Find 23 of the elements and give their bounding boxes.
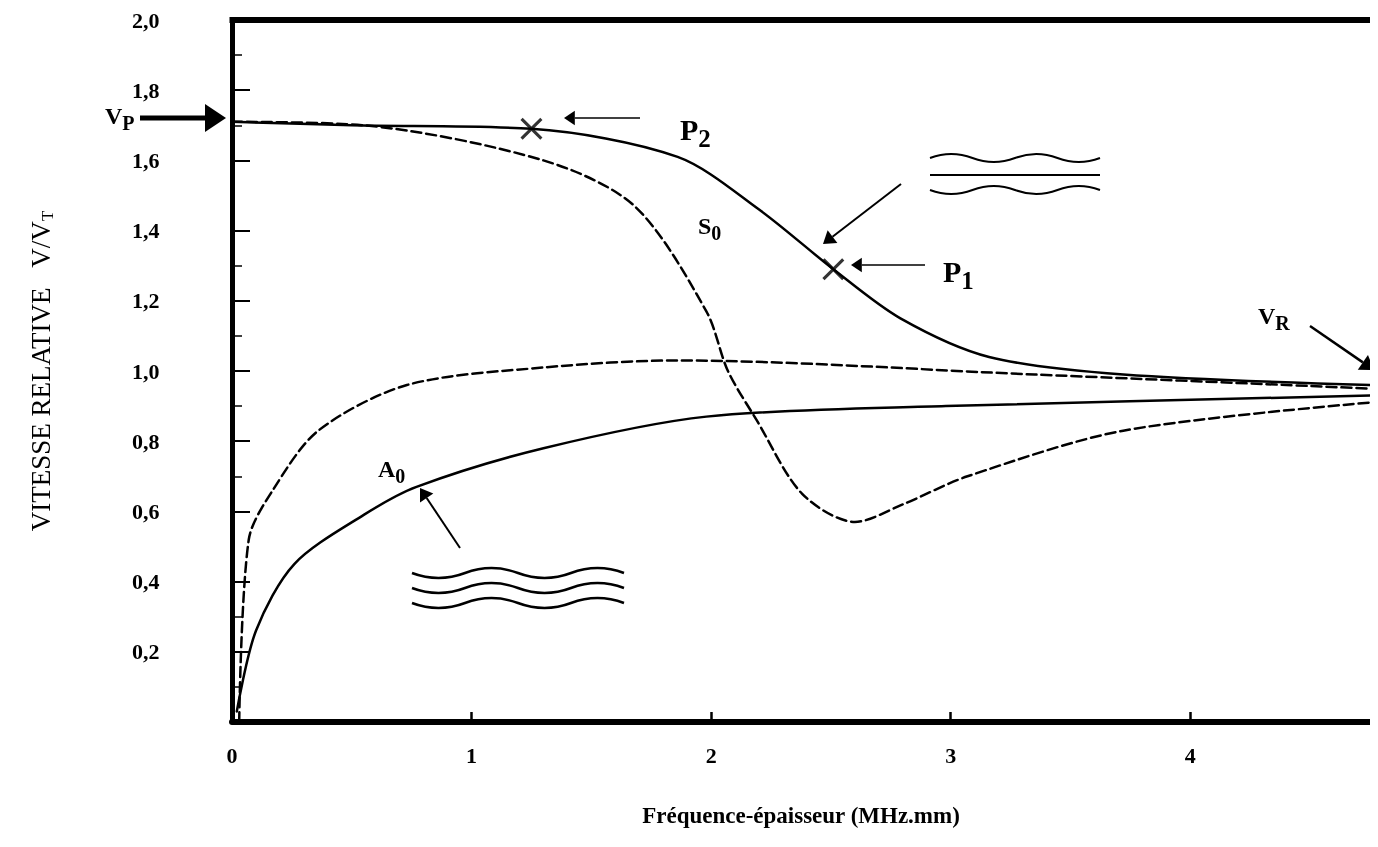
x-tick-label: 3 <box>945 742 957 768</box>
annotation: V$_{R}$ <box>1258 302 1290 336</box>
y-tick-label: 0,4 <box>132 569 160 595</box>
y-tick-label: 0,2 <box>132 639 160 665</box>
y-tick-label: 1,0 <box>132 358 160 384</box>
y-tick-label: 0,8 <box>132 428 160 454</box>
x-tick-label: 0 <box>226 742 238 768</box>
x-tick-label: 4 <box>1184 742 1196 768</box>
y-tick-label: 1,8 <box>132 77 160 103</box>
y-tick-label: 2,0 <box>132 7 160 33</box>
y-tick-label: 0,6 <box>132 498 160 524</box>
y-tick-label: 1,4 <box>132 218 160 244</box>
y-tick-label: 1,6 <box>132 147 160 173</box>
annotation: S$_{0}$ <box>698 212 722 246</box>
y-axis-title: VITESSE RELATIVE V/VT <box>25 209 57 532</box>
annotation: P$_{1}$ <box>943 254 974 296</box>
x-tick-label: 2 <box>705 742 717 768</box>
annotation: A$_{0}$ <box>378 455 406 489</box>
text: V$_{P}$ <box>105 103 135 134</box>
y-tick-label: 1,2 <box>132 288 160 314</box>
x-tick-label: 1 <box>466 742 478 768</box>
annotation: P$_{2}$ <box>680 112 711 154</box>
x-axis-title: Fréquence-épaisseur (MHz.mm) <box>642 803 960 828</box>
